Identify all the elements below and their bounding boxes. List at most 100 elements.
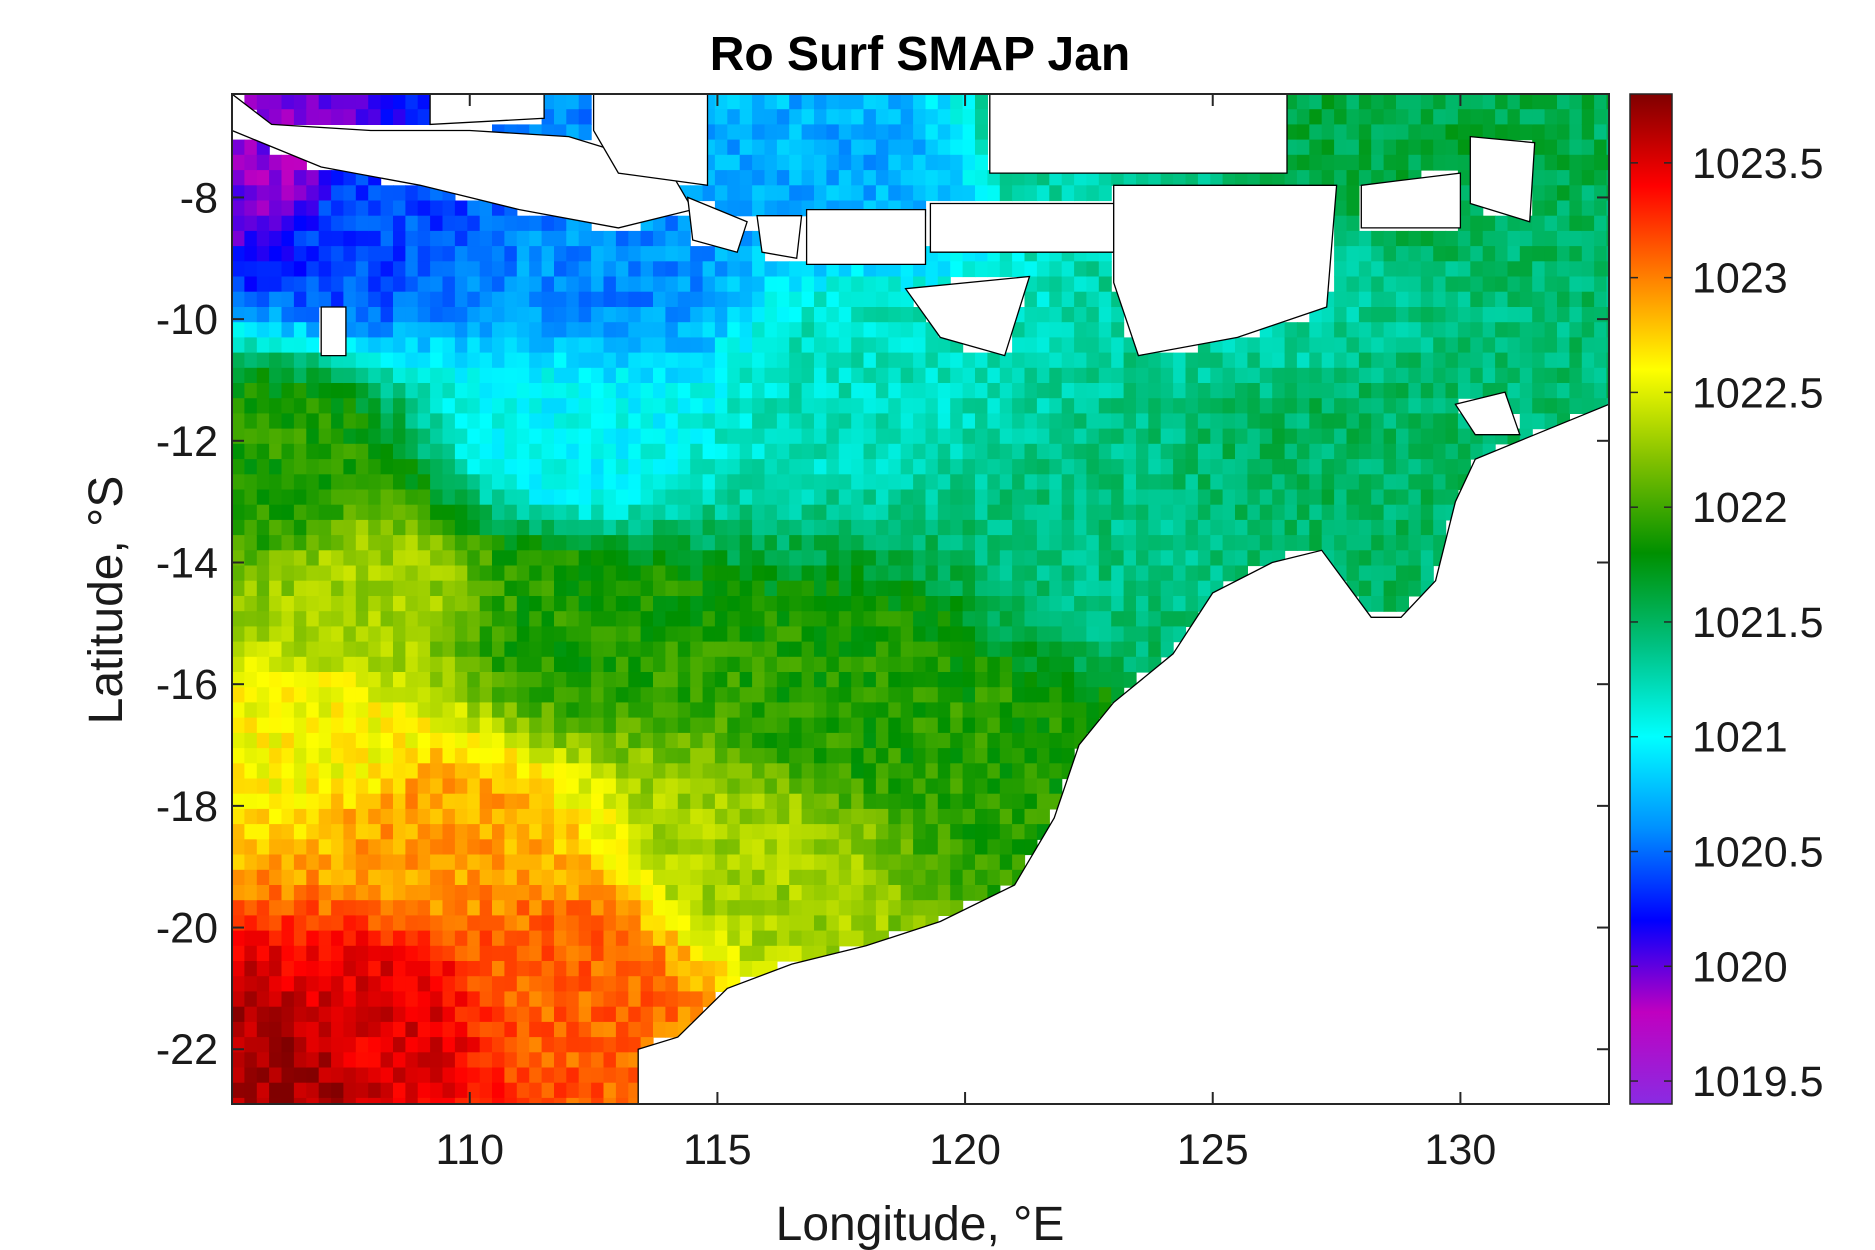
heatmap-cell: [764, 459, 778, 475]
heatmap-cell: [950, 383, 964, 399]
heatmap-cell: [603, 672, 617, 688]
heatmap-cell: [900, 383, 914, 399]
heatmap-cell: [739, 854, 753, 871]
heatmap-cell: [1049, 367, 1063, 384]
heatmap-cell: [1532, 367, 1546, 384]
heatmap-cell: [690, 869, 704, 886]
heatmap-cell: [1197, 459, 1211, 475]
heatmap-cell: [913, 808, 927, 825]
heatmap-cell: [987, 656, 1001, 673]
heatmap-cell: [1334, 170, 1348, 186]
heatmap-cell: [504, 626, 518, 643]
heatmap-cell: [1024, 291, 1038, 308]
heatmap-cell: [1098, 170, 1112, 186]
heatmap-cell: [232, 322, 245, 338]
heatmap-cell: [430, 322, 444, 338]
y-axis-ticks: -8-10-12-14-16-18-20-22: [156, 174, 1609, 1074]
heatmap-cell: [1346, 443, 1360, 460]
heatmap-cell: [1557, 185, 1570, 202]
heatmap-cell: [1049, 565, 1063, 582]
heatmap-cell: [554, 702, 567, 719]
heatmap-cell: [591, 565, 605, 582]
heatmap-cell: [1445, 230, 1459, 247]
heatmap-cell: [368, 185, 382, 202]
heatmap-cell: [653, 246, 666, 262]
heatmap-cell: [826, 702, 840, 719]
heatmap-cell: [442, 428, 456, 445]
heatmap-cell: [318, 900, 332, 916]
heatmap-cell: [393, 900, 406, 916]
heatmap-cell: [1235, 535, 1248, 551]
heatmap-cell: [702, 489, 716, 506]
heatmap-cell: [814, 443, 827, 460]
heatmap-cell: [566, 443, 580, 460]
heatmap-cell: [1074, 580, 1088, 597]
heatmap-cell: [863, 596, 877, 612]
heatmap-cell: [900, 535, 914, 551]
heatmap-cell: [454, 641, 468, 658]
heatmap-cell: [430, 489, 444, 506]
heatmap-cell: [863, 489, 877, 506]
heatmap-cell: [232, 1006, 245, 1023]
heatmap-cell: [1433, 489, 1447, 506]
heatmap-cell: [1210, 535, 1224, 551]
heatmap-cell: [293, 626, 307, 643]
heatmap-cell: [405, 550, 419, 567]
heatmap-cell: [937, 535, 951, 551]
heatmap-cell: [1222, 459, 1236, 475]
heatmap-cell: [1581, 261, 1595, 278]
heatmap-cell: [1581, 124, 1595, 141]
heatmap-cell: [417, 1097, 431, 1104]
heatmap-cell: [640, 824, 654, 840]
heatmap-cell: [393, 580, 406, 597]
heatmap-cell: [1136, 352, 1149, 369]
heatmap-cell: [368, 519, 382, 536]
heatmap-cell: [739, 322, 753, 338]
heatmap-cell: [714, 839, 728, 856]
heatmap-cell: [987, 869, 1001, 886]
heatmap-cell: [937, 626, 951, 643]
heatmap-cell: [1371, 337, 1385, 354]
heatmap-cell: [665, 459, 679, 475]
heatmap-cell: [863, 307, 877, 323]
heatmap-cell: [331, 778, 345, 795]
heatmap-cell: [343, 945, 357, 962]
heatmap-cell: [714, 474, 728, 491]
heatmap-cell: [863, 443, 877, 460]
heatmap-cell: [454, 945, 468, 962]
heatmap-cell: [479, 869, 493, 886]
heatmap-cell: [442, 915, 456, 932]
heatmap-cell: [492, 915, 505, 932]
heatmap-cell: [405, 808, 419, 825]
heatmap-cell: [1247, 535, 1261, 551]
heatmap-cell: [244, 596, 258, 612]
heatmap-cell: [888, 778, 902, 795]
heatmap-cell: [529, 535, 543, 551]
heatmap-cell: [1544, 352, 1558, 369]
heatmap-cell: [1061, 307, 1075, 323]
heatmap-cell: [814, 763, 827, 780]
heatmap-cell: [603, 839, 617, 856]
heatmap-cell: [1098, 276, 1112, 293]
heatmap-cell: [516, 961, 530, 977]
heatmap-cell: [380, 626, 394, 643]
heatmap-cell: [1309, 94, 1323, 110]
heatmap-cell: [628, 291, 642, 308]
heatmap-cell: [739, 459, 753, 475]
heatmap-cell: [442, 1006, 456, 1023]
heatmap-cell: [269, 976, 283, 992]
heatmap-cell: [714, 808, 728, 825]
heatmap-cell: [640, 991, 654, 1008]
heatmap-cell: [244, 611, 258, 627]
heatmap-cell: [578, 778, 592, 795]
heatmap-cell: [789, 732, 803, 749]
heatmap-cell: [380, 1082, 394, 1099]
heatmap-cell: [690, 656, 704, 673]
heatmap-cell: [900, 398, 914, 414]
heatmap-cell: [244, 519, 258, 536]
heatmap-cell: [554, 337, 567, 354]
heatmap-cell: [1557, 367, 1570, 384]
heatmap-cell: [442, 945, 456, 962]
heatmap-cell: [1148, 596, 1162, 612]
heatmap-cell: [417, 900, 431, 916]
